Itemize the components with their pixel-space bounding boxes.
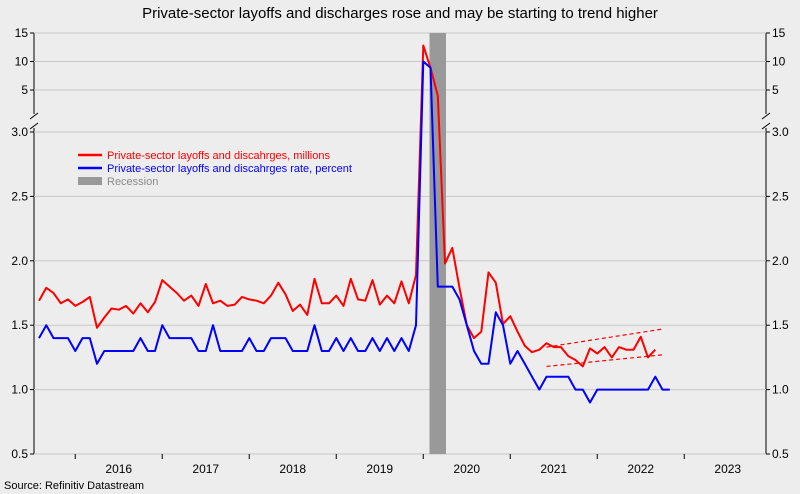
y-tick-label-right: 1.0 — [772, 383, 789, 397]
x-tick-label: 2019 — [366, 462, 393, 476]
axis-break-mask — [761, 114, 771, 128]
y-tick-label-left: 2.5 — [11, 189, 28, 203]
y-tick-label-right: 10 — [772, 55, 786, 69]
y-tick-label-left: 0.5 — [11, 447, 28, 461]
y-tick-label-left: 1.0 — [11, 383, 28, 397]
y-tick-label-right: 15 — [772, 26, 786, 40]
x-tick-label: 2021 — [540, 462, 567, 476]
chart-title: Private-sector layoffs and discharges ro… — [142, 5, 658, 22]
plot-frame — [33, 32, 767, 455]
y-tick-label-right: 3.0 — [772, 125, 789, 139]
trend-line-lower — [546, 354, 663, 368]
source-note: Source: Refinitiv Datastream — [4, 480, 144, 492]
y-tick-label-left: 3.0 — [11, 125, 28, 139]
x-tick-label: 2022 — [627, 462, 654, 476]
y-tick-label-right: 0.5 — [772, 447, 789, 461]
axis-break-mask — [29, 114, 39, 128]
x-tick-label: 2017 — [192, 462, 219, 476]
y-tick-label-left: 2.0 — [11, 254, 28, 268]
axis-break-mark — [761, 122, 771, 130]
y-tick-label-right: 5 — [772, 83, 779, 97]
trend-line-upper — [546, 328, 663, 348]
axis-break-mark — [761, 112, 771, 120]
x-tick-label: 2020 — [453, 462, 480, 476]
y-tick-label-left: 5 — [21, 83, 28, 97]
series-line-1 — [38, 44, 657, 368]
y-tick-label-right: 2.5 — [772, 189, 789, 203]
plot-area: 0.5 0.5 1.0 1.0 1.5 1.5 2.0 2.0 2.5 2.5 3.0 3.0 5 5 10… — [11, 26, 789, 476]
y-tick-label-left: 1.5 — [11, 318, 28, 332]
y-tick-label-left: 15 — [15, 26, 29, 40]
legend-label: Recession — [107, 176, 158, 188]
y-tick-label-left: 10 — [15, 55, 29, 69]
legend-label: Private-sector layoffs and discahrges, m… — [107, 150, 330, 162]
axis-break-mark — [29, 112, 39, 120]
axis-break-mark — [29, 122, 39, 130]
x-tick-label: 2016 — [105, 462, 132, 476]
series-line-2 — [38, 60, 670, 404]
y-tick-label-right: 1.5 — [772, 318, 789, 332]
x-tick-label: 2023 — [714, 462, 741, 476]
y-tick-label-right: 2.0 — [772, 254, 789, 268]
legend-label: Private-sector layoffs and discahrges ra… — [107, 163, 352, 175]
x-tick-label: 2018 — [279, 462, 306, 476]
